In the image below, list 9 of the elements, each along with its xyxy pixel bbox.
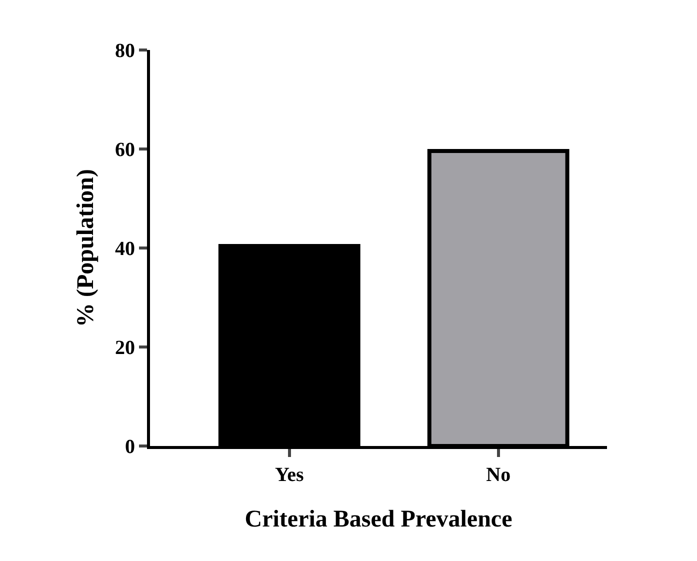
y-tick-label: 0 [125,436,135,458]
y-axis-title: % (Population) [73,168,100,328]
x-tick-label: Yes [274,464,304,486]
y-tick-label: 60 [115,139,135,161]
x-tick-label: No [486,464,511,486]
y-tick-label: 80 [115,40,135,62]
y-tick-label: 20 [115,337,135,359]
x-axis-title: Criteria Based Prevalence [244,506,513,532]
y-tick-label: 40 [115,238,135,260]
